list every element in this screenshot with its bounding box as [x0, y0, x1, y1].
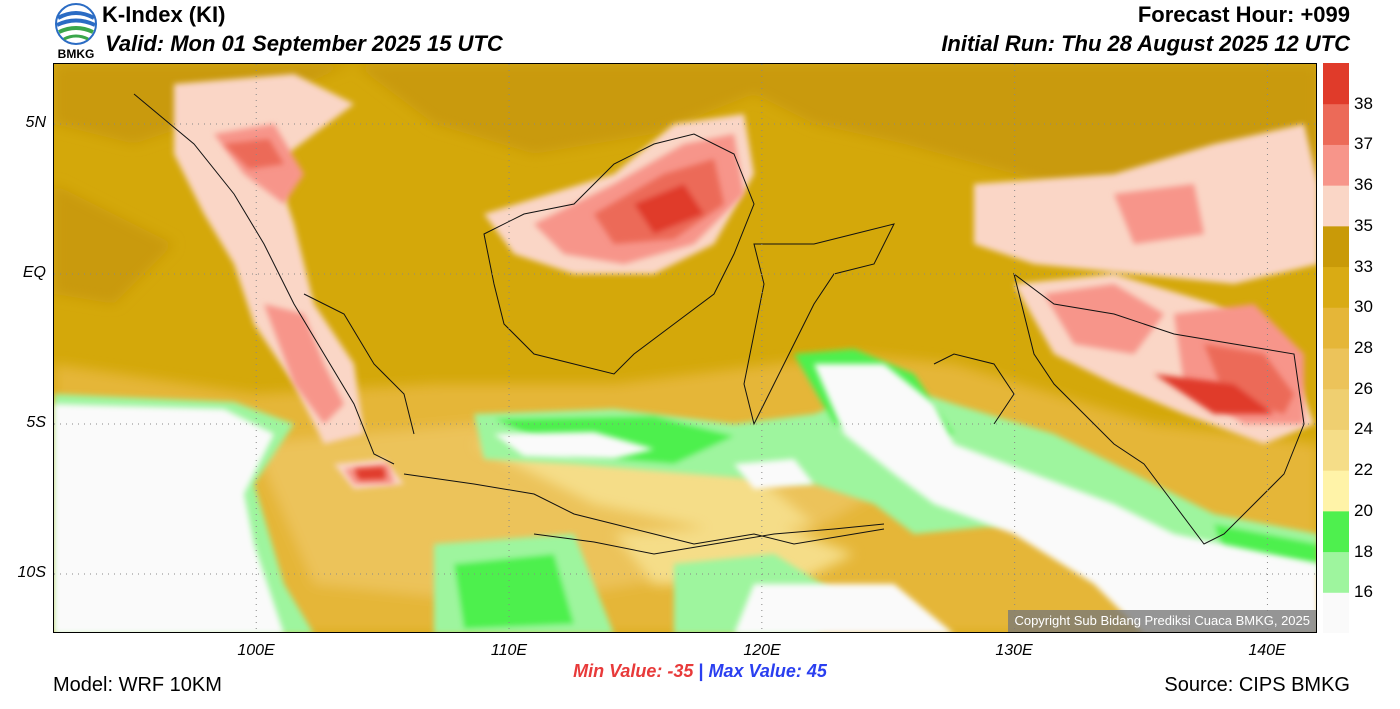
colorbar-swatch	[1323, 103, 1349, 145]
colorbar-swatch	[1323, 348, 1349, 390]
field-layer-16	[54, 364, 1316, 632]
map-panel	[53, 63, 1317, 633]
colorbar-label: 38	[1354, 93, 1373, 113]
colorbar-swatch	[1323, 144, 1349, 186]
min-value: Min Value: -35	[573, 661, 694, 681]
lon-tick-140e: 140E	[1248, 642, 1286, 659]
forecast-hour: Forecast Hour: +099	[1137, 2, 1350, 27]
k-index-field	[54, 64, 1316, 632]
model-label: Model: WRF 10KM	[53, 674, 222, 696]
field-layer-38	[224, 139, 1294, 480]
svg-text:BMKG: BMKG	[58, 47, 95, 60]
colorbar-label: 33	[1354, 256, 1373, 276]
min-max-separator: |	[698, 661, 704, 681]
valid-time: Valid: Mon 01 September 2025 15 UTC	[105, 31, 503, 56]
colorbar-label: 35	[1354, 215, 1373, 235]
lat-lon-grid	[54, 64, 1316, 632]
colorbar-label: 24	[1354, 419, 1373, 439]
copyright-notice: Copyright Sub Bidang Prediksi Cuaca BMKG…	[1008, 610, 1316, 632]
colorbar-swatch	[1323, 510, 1349, 553]
colorbar-label: 20	[1354, 500, 1373, 520]
colorbar-label: 30	[1354, 297, 1373, 317]
colorbar-swatch	[1323, 388, 1349, 430]
source-label: Source: CIPS BMKG	[1164, 674, 1350, 696]
colorbar-label: 26	[1354, 378, 1373, 398]
lat-tick-5s: 5S	[26, 414, 46, 431]
colorbar-label: 36	[1354, 175, 1373, 195]
colorbar-label: 18	[1354, 541, 1373, 561]
lat-tick-10s: 10S	[17, 564, 46, 581]
colorbar-label: 37	[1354, 134, 1373, 154]
colorbar-swatch	[1323, 592, 1349, 633]
lon-tick-120e: 120E	[743, 642, 781, 659]
colorbar-swatch	[1323, 63, 1349, 105]
colorbar-swatch	[1323, 429, 1349, 471]
colorbar-swatch	[1323, 307, 1349, 349]
lon-tick-130e: 130E	[995, 642, 1033, 659]
colorbar-label: 28	[1354, 338, 1373, 357]
lon-tick-110e: 110E	[490, 642, 528, 659]
min-max-line: Min Value: -35 | Max Value: 45	[0, 661, 1400, 681]
colorbar	[1323, 63, 1349, 633]
colorbar-label: 22	[1354, 460, 1373, 480]
chart-title: K-Index (KI)	[102, 2, 226, 27]
lon-tick-100e: 100E	[237, 642, 275, 659]
colorbar-swatch	[1323, 266, 1349, 308]
colorbar-swatch	[1323, 470, 1349, 512]
coastlines	[133, 93, 1305, 555]
colorbar-swatch	[1323, 551, 1349, 593]
max-value: Max Value: 45	[708, 661, 827, 681]
bmkg-logo: BMKG	[52, 2, 100, 61]
colorbar-swatch	[1323, 225, 1349, 268]
colorbar-label: 16	[1354, 582, 1373, 602]
lat-tick-eq: EQ	[22, 264, 46, 281]
lat-tick-5n: 5N	[25, 114, 46, 131]
colorbar-swatch	[1323, 185, 1349, 227]
initial-run: Initial Run: Thu 28 August 2025 12 UTC	[941, 31, 1350, 56]
